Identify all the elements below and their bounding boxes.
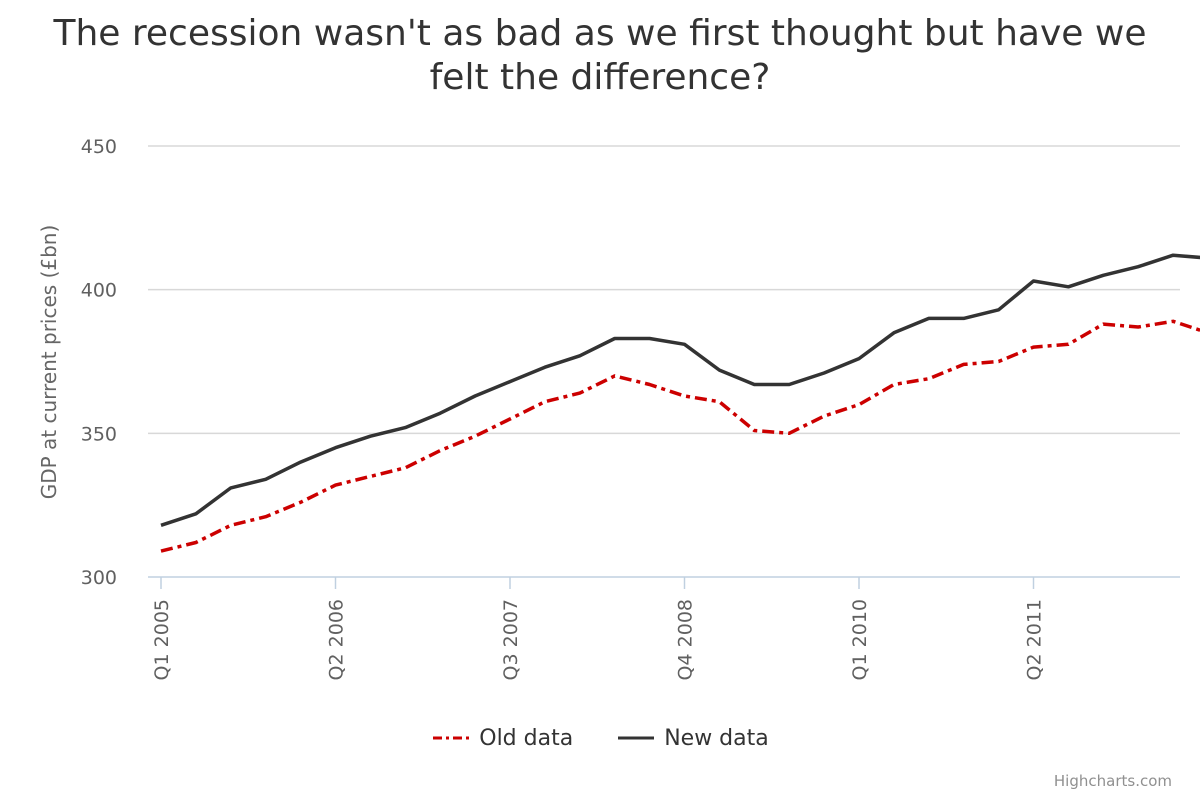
legend-label-new-data: New data (664, 725, 769, 751)
x-tick-label: Q4 2008 (675, 599, 697, 680)
legend-item-new-data[interactable]: New data (616, 726, 769, 751)
chart-title-line-1: The recession wasn't as bad as we first … (53, 13, 1147, 54)
y-tick-label: 400 (81, 280, 117, 302)
x-tick-label: Q2 2006 (326, 599, 348, 680)
x-tick-label: Q2 2011 (1024, 599, 1046, 680)
chart-title: The recession wasn't as bad as we first … (0, 12, 1200, 100)
y-tick-label: 300 (81, 567, 117, 589)
x-axis: Q1 2005 Q2 2006 Q3 2007 Q4 2008 Q1 2010 Q2 20… (148, 576, 1200, 680)
y-tick-label: 350 (81, 423, 117, 445)
series-lines (160, 241, 1200, 553)
x-tick-label: Q1 2005 (151, 599, 173, 680)
credit-link[interactable]: Highcharts.com (1053, 772, 1172, 790)
y-axis-tick-labels: 300 350 400 450 (81, 136, 117, 589)
y-tick-label: 450 (81, 136, 117, 158)
legend-item-old-data[interactable]: Old data (431, 726, 573, 751)
legend: Old data New data (0, 724, 1200, 751)
x-tick-label: Q3 2007 (500, 599, 522, 680)
series-line-old-data[interactable] (160, 258, 1200, 553)
legend-old-data-swatch (433, 736, 470, 740)
series-line-new-data[interactable] (160, 241, 1200, 527)
legend-new-data-swatch (618, 736, 655, 740)
legend-label-old-data: Old data (479, 725, 574, 751)
x-tick-label: Q1 2010 (849, 599, 871, 680)
y-axis-label: GDP at current prices (£bn) (37, 225, 61, 500)
grid-lines (148, 145, 1180, 435)
x-tick-label: Q3 2012 (1198, 599, 1200, 680)
chart-title-line-2: felt the difference? (429, 57, 771, 98)
